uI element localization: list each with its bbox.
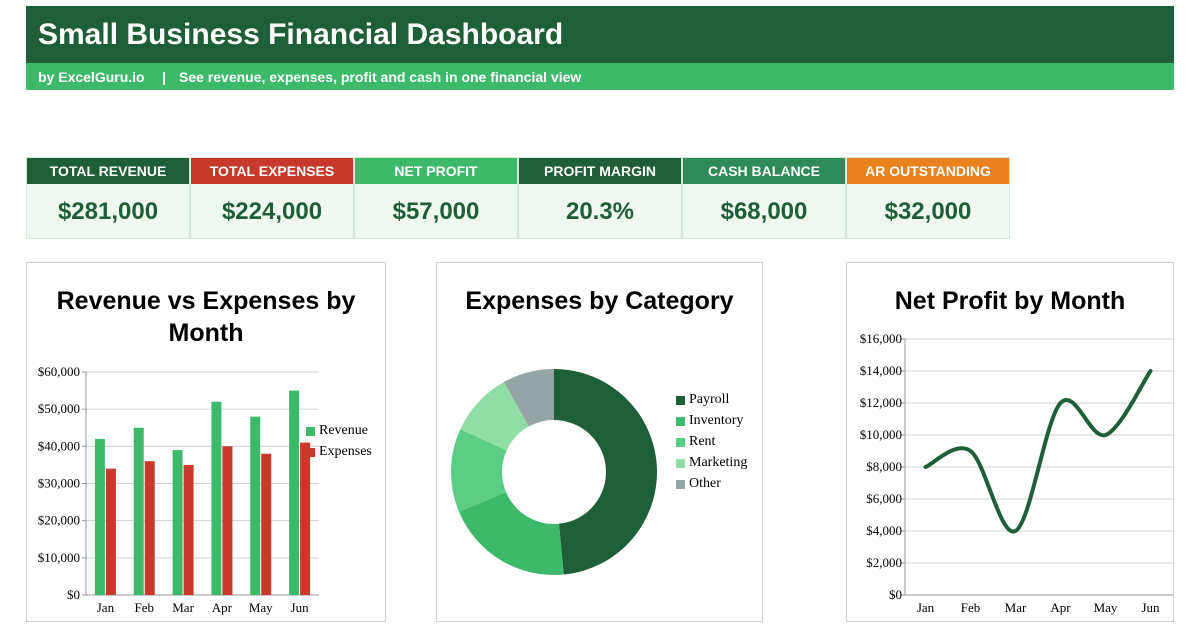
legend-label: Payroll (689, 392, 730, 407)
donut-slice-payroll (554, 369, 657, 575)
dashboard-header: Small Business Financial Dashboard (26, 6, 1174, 63)
legend-swatch (676, 459, 685, 468)
y-tick-label: $10,000 (38, 550, 80, 565)
dashboard-subheader: by ExcelGuru.io | See revenue, expenses,… (26, 63, 1174, 90)
kpi-row: TOTAL REVENUE $281,000 TOTAL EXPENSES $2… (26, 157, 1010, 239)
kpi-value: $57,000 (392, 198, 480, 225)
y-tick-label: $30,000 (38, 476, 80, 491)
revenue-bar (250, 416, 261, 595)
revenue-bar (289, 390, 300, 595)
legend-swatch (676, 396, 685, 405)
kpi-value: $224,000 (221, 198, 323, 225)
expenses-bar (183, 464, 194, 595)
y-tick-label: $4,000 (866, 523, 902, 538)
expenses-bar (300, 442, 311, 595)
kpi-label: PROFIT MARGIN (519, 158, 681, 184)
donut-slice-marketing (460, 381, 529, 451)
y-tick-label: $6,000 (866, 491, 902, 506)
legend-swatch (676, 438, 685, 447)
revenue-bar (211, 401, 222, 595)
x-tick-label: Jun (291, 600, 310, 615)
y-tick-label: $50,000 (38, 401, 80, 416)
donut-slice-rent (451, 429, 507, 512)
y-tick-label: $60,000 (38, 364, 80, 379)
y-tick-label: $16,000 (860, 331, 902, 346)
kpi-card-cash-balance: CASH BALANCE $68,000 (682, 157, 846, 239)
donut-slice-inventory (458, 492, 564, 575)
donut-chart-plot (451, 369, 657, 575)
expenses-bar (261, 453, 272, 595)
chart-title: Expenses by Category (465, 287, 734, 315)
kpi-label: AR OUTSTANDING (847, 158, 1009, 184)
legend-label: Marketing (689, 455, 748, 470)
subheader-separator: | (162, 69, 166, 85)
kpi-card-total-expenses: TOTAL EXPENSES $224,000 (190, 157, 354, 239)
kpi-card-net-profit: NET PROFIT $57,000 (354, 157, 518, 239)
legend-swatch (306, 448, 315, 457)
page-title: Small Business Financial Dashboard (38, 18, 564, 51)
chart-title: Net Profit by Month (894, 287, 1126, 315)
kpi-card-profit-margin: PROFIT MARGIN 20.3% (518, 157, 682, 239)
y-tick-label: $12,000 (860, 395, 902, 410)
legend-swatch (676, 417, 685, 426)
expenses-bar (222, 446, 233, 595)
author-credit: by ExcelGuru.io (38, 69, 145, 85)
y-tick-label: $0 (889, 587, 902, 602)
dashboard-description: See revenue, expenses, profit and cash i… (179, 69, 582, 85)
legend-label: Inventory (689, 413, 744, 428)
expenses-bar (105, 468, 116, 595)
y-tick-label: $14,000 (860, 363, 902, 378)
legend-label: Revenue (319, 423, 368, 438)
y-tick-label: $40,000 (38, 438, 80, 453)
y-tick-label: $2,000 (866, 555, 902, 570)
net-profit-chart: Net Profit by Month $0 $2,000 $4,000 $6,000… (846, 262, 1174, 622)
net-profit-line (923, 369, 1153, 534)
kpi-label: NET PROFIT (355, 158, 517, 184)
kpi-label: CASH BALANCE (683, 158, 845, 184)
x-tick-label: Jun (1141, 600, 1160, 615)
expenses-by-category-chart: Expenses by Category Payroll Inventory Ren… (436, 262, 763, 622)
revenue-bar (94, 438, 105, 595)
x-tick-label: Mar (1005, 600, 1027, 615)
revenue-vs-expenses-chart: Revenue vs Expenses by Month $0 $10,000 $2… (26, 262, 386, 622)
y-tick-label: $10,000 (860, 427, 902, 442)
kpi-value: $281,000 (57, 198, 159, 225)
expenses-bar (144, 461, 155, 595)
x-tick-label: Mar (172, 600, 194, 615)
kpi-label: TOTAL EXPENSES (191, 158, 353, 184)
legend-label: Rent (689, 434, 716, 449)
revenue-bar (133, 427, 144, 595)
kpi-card-total-revenue: TOTAL REVENUE $281,000 (26, 157, 190, 239)
x-tick-label: Jan (917, 600, 935, 615)
donut-slice-other (503, 369, 554, 427)
kpi-value: 20.3% (565, 198, 635, 225)
legend-label: Expenses (319, 444, 372, 459)
x-tick-label: Jan (97, 600, 115, 615)
kpi-card-ar-outstanding: AR OUTSTANDING $32,000 (846, 157, 1010, 239)
line-chart-plot: $0 $2,000 $4,000 $6,000 $8,000 $10,000 $12,000… (860, 331, 1173, 615)
bar-chart-plot: $0 $10,000 $20,000 $30,000 $40,000 $50,000 $60… (38, 364, 319, 615)
revenue-bar (172, 450, 183, 595)
y-tick-label: $0 (67, 587, 80, 602)
kpi-value: $68,000 (720, 198, 808, 225)
kpi-label: TOTAL REVENUE (27, 158, 189, 184)
x-tick-label: May (249, 600, 273, 615)
x-tick-label: Apr (1050, 600, 1071, 615)
y-tick-label: $20,000 (38, 513, 80, 528)
x-tick-label: Feb (135, 600, 155, 615)
x-tick-label: May (1094, 600, 1118, 615)
x-tick-label: Feb (961, 600, 981, 615)
chart-title: Revenue vs Expenses by Month (56, 287, 356, 347)
legend-label: Other (689, 476, 721, 491)
x-tick-label: Apr (212, 600, 233, 615)
legend-swatch (676, 480, 685, 489)
y-tick-label: $8,000 (866, 459, 902, 474)
legend-swatch (306, 427, 315, 436)
kpi-value: $32,000 (884, 198, 972, 225)
